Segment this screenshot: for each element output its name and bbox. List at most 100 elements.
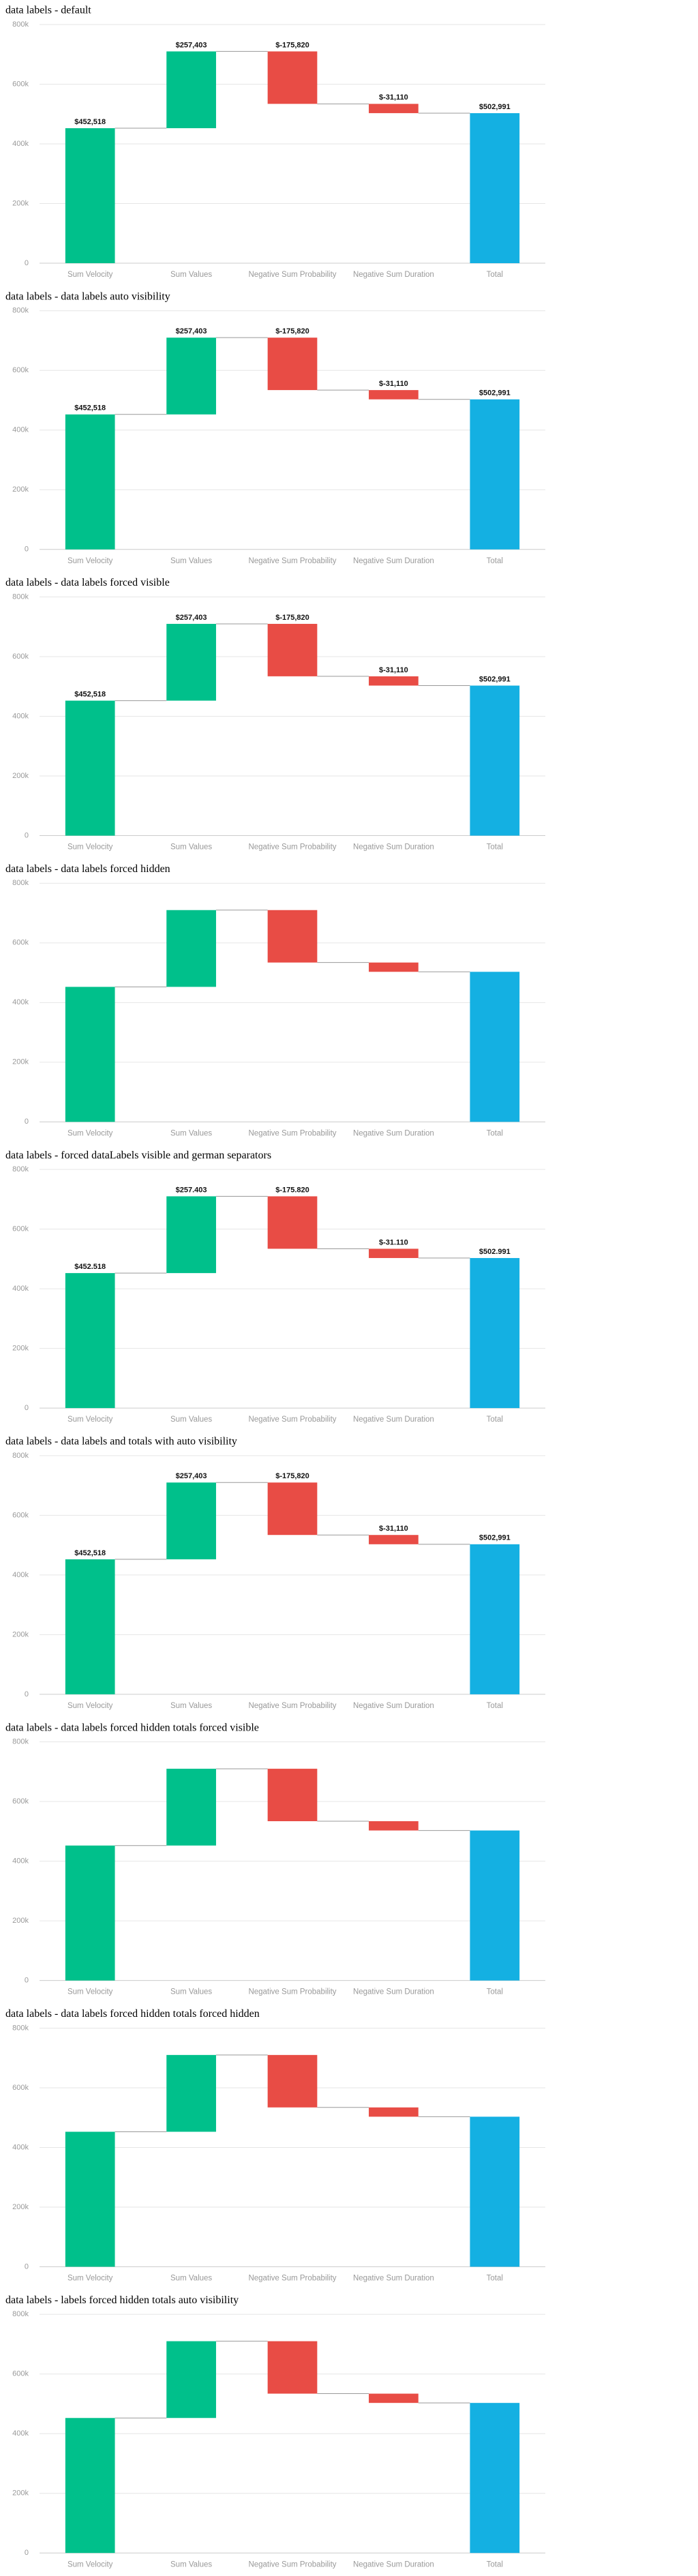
- data-label: $502,991: [479, 1534, 511, 1542]
- y-tick-label: 600k: [12, 2370, 29, 2378]
- bar: [166, 338, 216, 415]
- y-tick-label: 400k: [12, 1285, 29, 1293]
- y-tick-label: 800k: [12, 20, 29, 29]
- bar: [267, 51, 318, 104]
- x-tick-label: Total: [487, 2560, 503, 2568]
- bar: [470, 972, 520, 1122]
- x-tick-label: Sum Velocity: [67, 2560, 113, 2568]
- chart-title: data labels - default: [5, 5, 91, 16]
- chart-title: data labels - forced dataLabels visible …: [5, 1150, 271, 1161]
- y-tick-label: 400k: [12, 998, 29, 1006]
- x-tick-label: Sum Values: [170, 1416, 212, 1424]
- bar: [65, 987, 115, 1122]
- x-tick-label: Negative Sum Duration: [353, 2274, 434, 2282]
- bar: [267, 1482, 318, 1536]
- data-label: $452.518: [74, 1263, 106, 1271]
- bar: [369, 676, 419, 686]
- data-label: $-31,110: [379, 93, 408, 102]
- chart-title: data labels - data labels forced hidden …: [5, 1722, 259, 1733]
- data-label: $-31,110: [379, 1525, 408, 1533]
- x-tick-label: Sum Values: [170, 2560, 212, 2568]
- data-label: $452,518: [74, 1549, 106, 1557]
- x-tick-label: Total: [487, 2274, 503, 2282]
- bar: [470, 685, 520, 836]
- y-tick-label: 800k: [12, 1452, 29, 1460]
- x-tick-label: Negative Sum Probability: [248, 1416, 336, 1424]
- data-label: $257,403: [176, 614, 207, 622]
- y-tick-label: 0: [25, 1118, 29, 1126]
- x-tick-label: Total: [487, 1988, 503, 1996]
- x-tick-label: Negative Sum Probability: [248, 2560, 336, 2568]
- x-tick-label: Sum Values: [170, 271, 212, 279]
- y-tick-label: 600k: [12, 939, 29, 947]
- data-label: $502,991: [479, 389, 511, 398]
- chart-title: data labels - data labels forced visible: [5, 577, 170, 588]
- x-tick-label: Sum Values: [170, 1988, 212, 1996]
- y-tick-label: 800k: [12, 2024, 29, 2032]
- x-tick-label: Negative Sum Duration: [353, 1988, 434, 1996]
- x-tick-label: Negative Sum Duration: [353, 1416, 434, 1424]
- chart-title: data labels - data labels forced hidden …: [5, 2008, 260, 2020]
- y-tick-label: 600k: [12, 2084, 29, 2092]
- y-tick-label: 600k: [12, 1225, 29, 1233]
- y-tick-label: 600k: [12, 80, 29, 88]
- y-tick-label: 400k: [12, 1571, 29, 1579]
- y-tick-label: 200k: [12, 1058, 29, 1066]
- x-tick-label: Sum Velocity: [67, 1702, 113, 1710]
- y-tick-label: 0: [25, 1404, 29, 1412]
- bar: [369, 1821, 419, 1831]
- data-label: $452,518: [74, 118, 106, 126]
- y-tick-label: 200k: [12, 1345, 29, 1353]
- x-tick-label: Negative Sum Duration: [353, 2560, 434, 2568]
- x-tick-label: Sum Values: [170, 2274, 212, 2282]
- x-tick-label: Sum Velocity: [67, 1129, 113, 1137]
- bar: [267, 2341, 318, 2394]
- x-tick-label: Negative Sum Probability: [248, 1129, 336, 1137]
- x-tick-label: Sum Velocity: [67, 2274, 113, 2282]
- bar: [166, 910, 216, 987]
- y-tick-label: 200k: [12, 485, 29, 494]
- bar: [470, 1544, 520, 1694]
- bar: [369, 962, 419, 972]
- bar: [470, 1258, 520, 1409]
- bar: [369, 2393, 419, 2403]
- y-tick-label: 600k: [12, 366, 29, 374]
- chart-title: data labels - data labels forced hidden: [5, 863, 170, 875]
- y-tick-label: 400k: [12, 426, 29, 434]
- x-tick-label: Total: [487, 1416, 503, 1424]
- bar: [470, 399, 520, 550]
- bar: [65, 1845, 115, 1981]
- data-label: $502.991: [479, 1248, 511, 1256]
- bar: [470, 2403, 520, 2553]
- bar: [65, 2131, 115, 2267]
- chart-title: data labels - data labels and totals wit…: [5, 1436, 237, 1448]
- bar: [65, 414, 115, 550]
- data-label: $257,403: [176, 327, 207, 335]
- y-tick-label: 200k: [12, 1917, 29, 1925]
- bar: [166, 1196, 216, 1274]
- x-tick-label: Total: [487, 557, 503, 565]
- data-label: $-175,820: [275, 614, 309, 622]
- x-tick-label: Negative Sum Probability: [248, 271, 336, 279]
- y-tick-label: 800k: [12, 2310, 29, 2318]
- bar: [267, 910, 318, 963]
- y-tick-label: 800k: [12, 1738, 29, 1746]
- bar: [166, 1769, 216, 1846]
- x-tick-label: Total: [487, 1129, 503, 1137]
- bar: [65, 2418, 115, 2553]
- y-tick-label: 800k: [12, 879, 29, 887]
- y-tick-label: 800k: [12, 307, 29, 315]
- y-tick-label: 0: [25, 259, 29, 267]
- bar: [166, 2341, 216, 2418]
- y-tick-label: 200k: [12, 1630, 29, 1638]
- x-tick-label: Sum Velocity: [67, 843, 113, 852]
- bar: [65, 1273, 115, 1409]
- y-tick-label: 600k: [12, 1511, 29, 1519]
- bar: [369, 104, 419, 113]
- y-tick-label: 400k: [12, 140, 29, 148]
- bar: [470, 1830, 520, 1981]
- y-tick-label: 200k: [12, 2203, 29, 2211]
- chart-title: data labels - labels forced hidden total…: [5, 2294, 239, 2306]
- y-tick-label: 400k: [12, 1857, 29, 1866]
